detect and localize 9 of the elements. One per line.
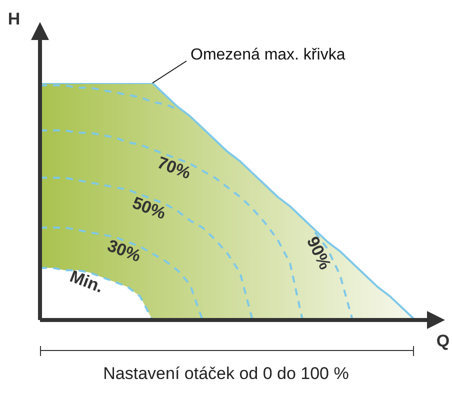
x-axis-title: Q xyxy=(436,332,450,351)
text: Nastavení otáček od 0 do 100 % xyxy=(102,364,350,384)
text: 30% xyxy=(104,236,144,266)
text: 90% xyxy=(302,234,335,273)
y-axis-title: H xyxy=(8,10,20,29)
text: 70% xyxy=(154,152,194,183)
text: 50% xyxy=(130,193,168,224)
text: Omezená max. křivka xyxy=(190,46,346,64)
series-label: Min. xyxy=(67,266,106,297)
